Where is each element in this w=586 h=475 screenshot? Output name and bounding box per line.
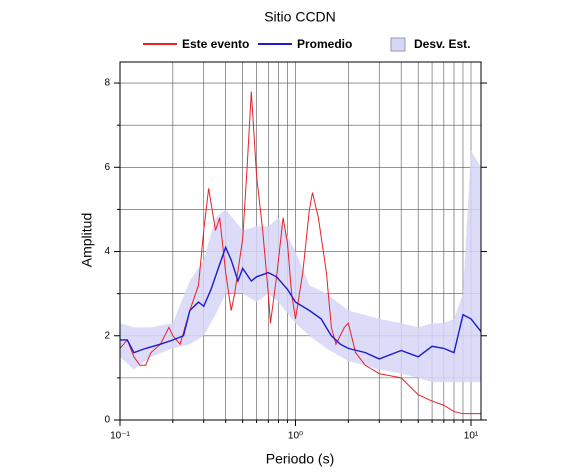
legend-label: Desv. Est. bbox=[414, 37, 470, 51]
y-tick-label: 6 bbox=[104, 162, 110, 173]
legend-label: Promedio bbox=[297, 37, 352, 51]
chart-title: Sitio CCDN bbox=[264, 9, 336, 25]
y-tick-label: 4 bbox=[104, 246, 110, 257]
legend-label: Este evento bbox=[182, 37, 249, 51]
x-tick-label: 10⁻¹ bbox=[110, 431, 130, 442]
y-tick-label: 8 bbox=[104, 78, 110, 89]
series-line bbox=[120, 245, 482, 360]
x-tick-label: 10⁰ bbox=[288, 431, 303, 442]
y-axis-label: Amplitud bbox=[79, 213, 95, 267]
std-band bbox=[120, 150, 481, 383]
x-tick-label: 10¹ bbox=[464, 431, 479, 442]
x-axis-label: Periodo (s) bbox=[266, 451, 334, 467]
legend-swatch bbox=[390, 37, 406, 52]
y-tick-label: 2 bbox=[104, 330, 110, 341]
y-tick-label: 0 bbox=[104, 415, 110, 426]
plot-frame bbox=[119, 61, 482, 421]
